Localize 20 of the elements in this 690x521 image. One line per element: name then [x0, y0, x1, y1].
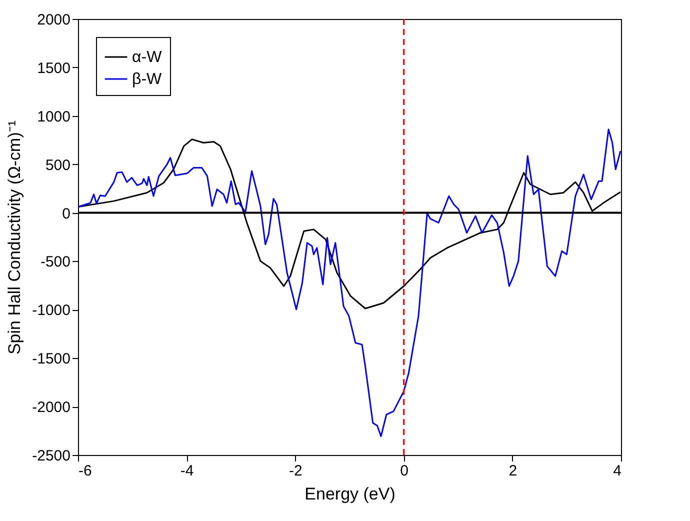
y-tick-label: -500 [40, 254, 70, 271]
y-axis-title: Spin Hall Conductivity (Ω-cm)⁻¹ [5, 120, 24, 355]
legend-label: β-W [132, 71, 163, 88]
y-tick-label: -2500 [32, 448, 70, 464]
x-axis-title: Energy (eV) [304, 484, 396, 504]
y-tick-label: 1500 [37, 60, 70, 77]
x-tick-label: 0 [400, 462, 408, 480]
x-tick-label: 4 [613, 462, 622, 480]
y-tick-label: -1000 [32, 302, 70, 320]
y-tick-label: 500 [45, 156, 70, 174]
y-tick-label: 0 [62, 205, 70, 222]
x-tick-label: -6 [78, 462, 92, 480]
x-tick-label: 2 [508, 462, 518, 480]
y-tick-label: -1500 [32, 350, 70, 368]
y-tick-label: -2000 [32, 399, 70, 416]
y-tick-label: 1000 [37, 108, 70, 126]
legend-label: α-W [132, 49, 163, 66]
y-tick-label: 2000 [37, 12, 70, 28]
x-tick-label: -2 [289, 462, 302, 480]
x-tick-label: -4 [180, 462, 194, 480]
